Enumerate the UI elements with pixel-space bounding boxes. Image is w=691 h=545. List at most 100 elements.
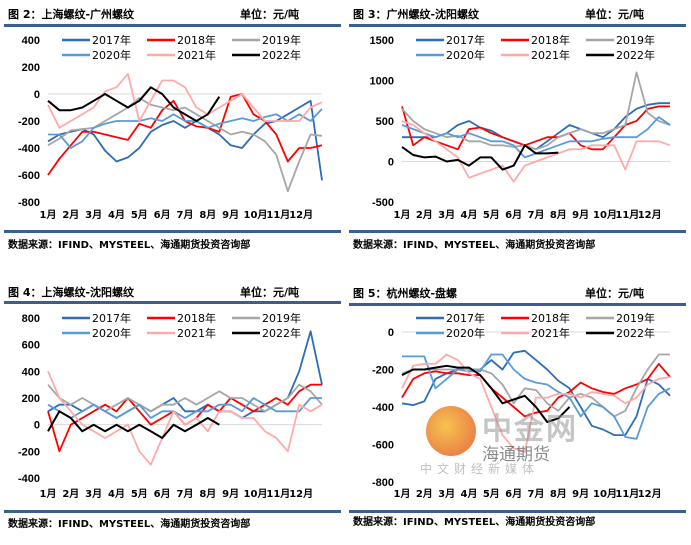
chart-panel-hangzhou-coil: 图 5：杭州螺纹-盘螺 单位：元/吨 数据来源：IFIND、MYSTEEL、海通期货… — [345, 270, 690, 542]
x-tick-label: 3月 — [438, 488, 455, 500]
y-tick-label: 200 — [22, 393, 40, 405]
legend-label: 2022年 — [616, 48, 655, 62]
chart-title: 图 5：杭州螺纹-盘螺 — [353, 287, 458, 300]
chart-title: 图 2：上海螺纹-广州螺纹 — [8, 8, 135, 21]
legend-label: 2019年 — [616, 33, 655, 47]
series-line-2022 — [401, 144, 559, 171]
watermark-sub: 海通期货 — [482, 445, 550, 465]
legend-label: 2017年 — [446, 311, 485, 325]
x-tick-label: 1月 — [394, 488, 411, 500]
y-tick-label: 0 — [34, 89, 40, 101]
y-tick-label: -800 — [372, 477, 394, 489]
y-tick-label: -400 — [18, 473, 40, 485]
legend-label: 2020年 — [92, 48, 131, 62]
series-line-2021 — [401, 353, 671, 453]
x-tick-label: 7月 — [528, 209, 545, 221]
legend-label: 2022年 — [616, 326, 655, 340]
series-line-2020 — [47, 397, 322, 419]
legend-label: 2018年 — [177, 33, 216, 47]
y-tick-label: 0 — [388, 157, 394, 169]
unit-label: 单位：元/吨 — [240, 8, 300, 21]
y-tick-label: 1000 — [370, 76, 394, 88]
legend-label: 2019年 — [262, 311, 301, 325]
bottom-rule — [4, 230, 341, 233]
x-tick-label: 3月 — [85, 488, 102, 500]
y-tick-label: 1500 — [370, 35, 394, 47]
watermark-logo-text: 中金网 — [482, 412, 578, 447]
source-note: 数据来源：IFIND、MYSTEEL、海通期货投资咨询部 — [353, 240, 596, 251]
y-tick-label: 400 — [22, 35, 40, 47]
x-tick-label: 1月 — [40, 488, 57, 500]
series-line-2020 — [402, 353, 671, 440]
x-tick-label: 2月 — [416, 488, 433, 500]
x-tick-label: 12月 — [289, 488, 313, 500]
x-tick-label: 4月 — [108, 209, 125, 221]
x-tick-label: 2月 — [62, 488, 79, 500]
series-line-2021 — [47, 72, 323, 129]
x-tick-label: 12月 — [638, 488, 662, 500]
x-tick-label: 8月 — [199, 209, 216, 221]
x-tick-label: 9月 — [222, 488, 239, 500]
y-tick-label: -500 — [372, 197, 394, 209]
series-line-2017 — [402, 102, 670, 151]
top-rule — [349, 24, 686, 27]
x-tick-label: 6月 — [154, 209, 171, 221]
y-tick-label: -600 — [372, 440, 394, 452]
x-tick-label: 2月 — [62, 209, 79, 221]
x-tick-label: 5月 — [483, 488, 500, 500]
x-tick-label: 2月 — [416, 209, 433, 221]
y-tick-label: -200 — [18, 116, 40, 128]
x-tick-label: 10月 — [244, 209, 268, 221]
x-tick-label: 6月 — [154, 488, 171, 500]
series-line-2022 — [47, 410, 220, 439]
x-tick-label: 6月 — [505, 488, 522, 500]
y-tick-label: 800 — [22, 313, 40, 325]
legend-label: 2021年 — [177, 326, 216, 340]
legend-label: 2017年 — [446, 33, 485, 47]
y-tick-label: -600 — [18, 170, 40, 182]
x-tick-label: 9月 — [222, 209, 239, 221]
legend-label: 2021年 — [177, 48, 216, 62]
legend-label: 2022年 — [262, 326, 301, 340]
y-tick-label: -200 — [18, 446, 40, 458]
x-tick-label: 7月 — [177, 209, 194, 221]
unit-label: 单位：元/吨 — [240, 286, 300, 299]
x-tick-label: 11月 — [266, 488, 290, 500]
x-tick-label: 5月 — [483, 209, 500, 221]
legend-label: 2017年 — [92, 33, 131, 47]
top-rule — [349, 303, 686, 306]
watermark-tagline: 中文财经新媒体 — [420, 462, 540, 476]
bottom-rule — [349, 510, 686, 513]
bottom-rule — [4, 510, 341, 513]
series-line-2021 — [401, 120, 671, 183]
chart-panel-guangzhou-shenyang: 图 3：广州螺纹-沈阳螺纹 单位：元/吨 数据来源：IFIND、MYSTEEL、海通… — [345, 0, 690, 272]
legend-label: 2018年 — [177, 311, 216, 325]
y-tick-label: -800 — [18, 197, 40, 209]
series-line-2020 — [48, 108, 323, 149]
source-note: 数据来源：IFIND、MYSTEEL、海通期货投资咨询部 — [8, 519, 251, 530]
legend-label: 2021年 — [531, 326, 570, 340]
watermark-logo-icon — [426, 406, 476, 456]
y-tick-label: 400 — [22, 366, 40, 378]
y-tick-label: 0 — [388, 327, 394, 339]
chart-panel-shanghai-shenyang: 图 4：上海螺纹-沈阳螺纹 单位：元/吨 数据来源：IFIND、MYSTEEL、海通… — [0, 270, 345, 542]
legend-label: 2018年 — [531, 311, 570, 325]
chart-panel-shanghai-guangzhou: 图 2：上海螺纹-广州螺纹 单位：元/吨 数据来源：IFIND、MYSTEEL、海通… — [0, 0, 345, 272]
top-rule — [4, 301, 341, 304]
legend-label: 2018年 — [531, 33, 570, 47]
legend-label: 2019年 — [616, 311, 655, 325]
x-tick-label: 4月 — [108, 488, 125, 500]
source-note: 数据来源：IFIND、MYSTEEL、海通期货投资咨询部 — [353, 517, 596, 528]
watermark: 中金网 海通期货 中文财经新媒体 — [420, 402, 590, 478]
chart-title: 图 3：广州螺纹-沈阳螺纹 — [353, 8, 480, 21]
x-tick-label: 9月 — [572, 488, 589, 500]
x-tick-label: 7月 — [177, 488, 194, 500]
x-tick-label: 3月 — [438, 209, 455, 221]
x-tick-label: 1月 — [40, 209, 57, 221]
x-tick-label: 8月 — [550, 488, 567, 500]
y-tick-label: -200 — [372, 365, 394, 377]
x-tick-label: 8月 — [550, 209, 567, 221]
x-tick-label: 4月 — [461, 209, 478, 221]
